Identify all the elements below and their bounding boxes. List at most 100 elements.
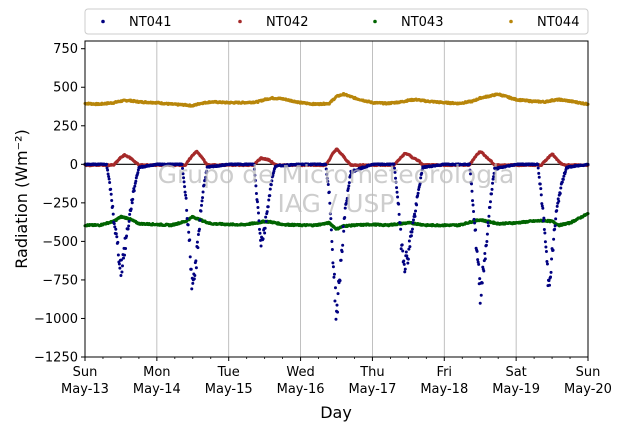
point-NT041-24-2 xyxy=(264,215,268,219)
point-NT041-15-4 xyxy=(193,274,197,278)
point-NT041-59-4 xyxy=(545,259,549,263)
point-NT041-12-0 xyxy=(180,163,184,167)
x-tick-label-7-day: Sun xyxy=(576,365,601,380)
point-NT041-42-0 xyxy=(406,257,410,261)
point-NT041-53-5 xyxy=(488,205,492,209)
point-NT041-33-0 xyxy=(338,279,342,283)
point-NT041-25-1 xyxy=(267,198,271,202)
point-NT041-15-0 xyxy=(191,281,195,285)
point-NT041-16-0 xyxy=(194,266,198,270)
point-NT041-18-3 xyxy=(203,178,207,182)
x-tick-label-5-day: Fri xyxy=(437,365,453,380)
point-NT041-60-6 xyxy=(550,257,554,261)
point-NT041-33-2 xyxy=(339,258,343,262)
point-NT041-15-3 xyxy=(192,277,196,281)
point-NT041-53-1 xyxy=(486,221,490,225)
point-NT041-5-0 xyxy=(119,274,123,278)
point-NT041-13-6 xyxy=(187,230,191,234)
point-NT041-1-3 xyxy=(106,172,110,176)
x-tick-label-5-date: May-18 xyxy=(420,382,468,397)
point-NT041-9-2 xyxy=(134,176,138,180)
point-NT041-21-5 xyxy=(254,192,258,196)
point-NT041-5-5 xyxy=(121,256,125,260)
y-tick-label-1: −1000 xyxy=(34,312,78,327)
y-tick-label-7: 500 xyxy=(53,81,78,96)
point-NT041-5-1 xyxy=(119,258,123,262)
point-NT041-4-5 xyxy=(118,266,122,270)
point-NT041-54-1 xyxy=(490,192,494,196)
point-NT041-58-6 xyxy=(542,227,546,231)
point-NT041-13-2 xyxy=(185,208,189,212)
point-NT041-30-6 xyxy=(330,248,334,252)
point-NT041-12-5 xyxy=(183,185,187,189)
y-tick-label-0: −1250 xyxy=(34,351,78,366)
point-NT041-12-2 xyxy=(181,172,185,176)
point-NT041-14-1 xyxy=(188,238,192,242)
x-axis-title: Day xyxy=(320,403,352,422)
point-NT041-50-1 xyxy=(475,249,479,253)
point-NT041-1-4 xyxy=(107,174,111,178)
legend-marker-NT041 xyxy=(101,19,105,24)
point-NT041-17-0 xyxy=(198,218,202,222)
point-NT041-41-6 xyxy=(406,261,410,265)
point-NT041-42-2 xyxy=(407,239,411,243)
point-NT041-61-3 xyxy=(552,237,556,241)
point-NT041-6-2 xyxy=(124,246,128,250)
point-NT041-43-1 xyxy=(410,227,414,231)
point-NT041-62-6 xyxy=(557,199,561,203)
point-NT041-60-4 xyxy=(549,275,553,279)
point-NT041-6-0 xyxy=(123,253,127,257)
point-NT041-3-6 xyxy=(115,235,119,239)
point-NT041-24-1 xyxy=(263,226,267,230)
watermark-line-2: IAG / USP xyxy=(278,189,395,218)
point-NT041-1-6 xyxy=(108,181,112,185)
point-NT041-31-5 xyxy=(333,286,337,290)
point-NT041-61-2 xyxy=(551,248,555,252)
point-NT041-49-3 xyxy=(473,221,477,225)
point-NT041-7-6 xyxy=(129,207,133,211)
legend: NT041 NT042 NT043 NT044 xyxy=(84,8,589,35)
point-NT041-63-2 xyxy=(558,191,562,195)
point-NT041-9-5 xyxy=(136,171,140,175)
point-NT041-31-6 xyxy=(334,317,338,321)
point-NT041-41-1 xyxy=(403,267,407,271)
point-NT041-43-0 xyxy=(410,230,414,234)
point-NT041-33-5 xyxy=(341,243,345,247)
point-NT041-53-3 xyxy=(487,214,491,218)
point-NT041-58-4 xyxy=(541,219,545,223)
point-NT041-13-3 xyxy=(185,217,189,221)
x-tick-label-3-day: Wed xyxy=(286,365,314,380)
point-NT041-53-2 xyxy=(486,224,490,228)
point-NT041-51-0 xyxy=(478,301,482,305)
point-NT041-5-2 xyxy=(120,270,124,274)
point-NT041-1-5 xyxy=(107,177,111,181)
point-NT041-16-6 xyxy=(197,227,201,231)
point-NT041-40-6 xyxy=(402,262,406,266)
point-NT041-3-5 xyxy=(114,232,118,236)
point-NT041-17-2 xyxy=(199,209,203,213)
point-NT041-16-4 xyxy=(196,232,200,236)
point-NT041-50-4 xyxy=(477,262,481,266)
point-NT041-8-6 xyxy=(133,184,137,188)
point-NT041-61-5 xyxy=(553,227,557,231)
point-NT041-32-1 xyxy=(335,303,339,307)
point-NT041-49-2 xyxy=(472,217,476,221)
point-NT041-6-4 xyxy=(125,234,129,238)
point-NT041-14-5 xyxy=(190,287,194,291)
point-NT041-58-3 xyxy=(541,206,545,210)
point-NT041-31-4 xyxy=(333,299,337,303)
y-tick-label-3: −500 xyxy=(42,235,78,250)
point-NT041-60-2 xyxy=(548,283,552,287)
point-NT041-7-1 xyxy=(127,224,131,228)
point-NT041-8-2 xyxy=(131,197,135,201)
point-NT041-30-5 xyxy=(330,240,334,243)
point-NT041-42-6 xyxy=(409,234,413,238)
point-NT041-61-6 xyxy=(553,224,557,228)
y-tick-label-6: 250 xyxy=(53,119,78,134)
legend-label-NT041: NT041 xyxy=(129,15,171,30)
point-NT041-39-3 xyxy=(397,212,401,216)
point-NT041-16-2 xyxy=(195,240,199,244)
x-tick-label-4-date: May-17 xyxy=(348,382,396,397)
point-NT041-58-0 xyxy=(539,193,543,197)
